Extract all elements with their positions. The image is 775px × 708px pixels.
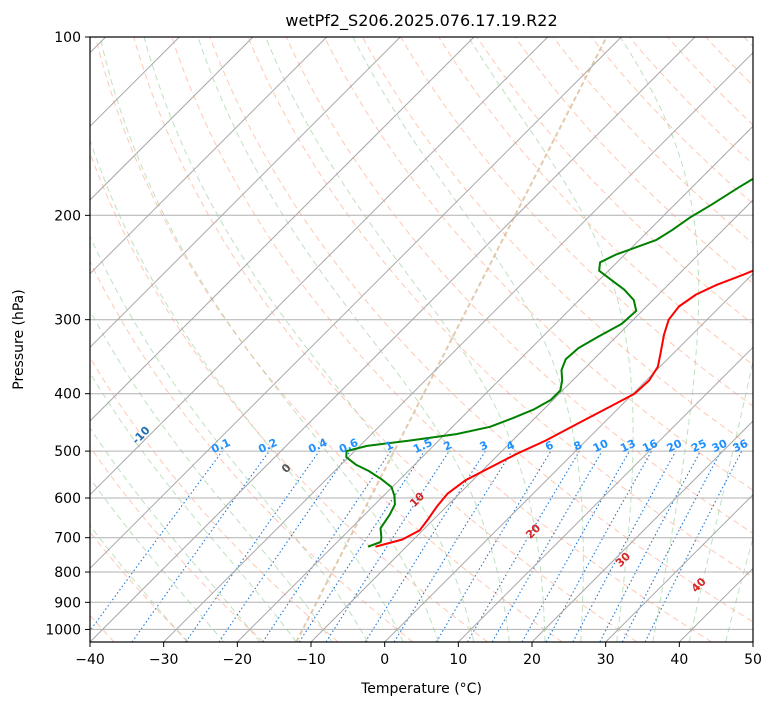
moist-adiabat-line (90, 235, 369, 642)
isotherm-line (457, 346, 753, 642)
moist-adiabats (90, 37, 753, 642)
mixing-ratio-label: 30 (710, 437, 730, 455)
dry-adiabat-line (514, 37, 753, 285)
mixing-ratio-line (185, 450, 320, 642)
pressure-gridlines (90, 37, 753, 630)
dry-adiabat-line (90, 260, 414, 642)
mixing-ratio-line (131, 450, 270, 642)
moist-adiabat-line (90, 477, 225, 642)
isotherm-line (90, 37, 622, 570)
y-tick-label: 700 (54, 531, 81, 547)
dry-adiabat-line (476, 37, 753, 325)
dry-adiabat-line (171, 37, 712, 642)
mixing-ratio-line (572, 450, 677, 642)
dry-adiabat-line (133, 37, 638, 642)
x-tick-label: −20 (223, 652, 253, 668)
y-tick-label: 100 (54, 30, 81, 46)
moist-adiabat-line (352, 37, 584, 642)
mixing-ratio-line (644, 450, 743, 642)
dry-adiabat-line (95, 37, 563, 642)
mixing-ratio-lines (90, 450, 743, 642)
plot-frame (89, 36, 754, 643)
y-tick-label: 300 (54, 313, 81, 329)
y-axis-label: Pressure (hPa) (11, 289, 27, 389)
sounding-profiles (345, 177, 753, 548)
moist-adiabat-line (688, 358, 753, 642)
y-tick-label: 800 (54, 565, 81, 581)
mixing-ratio-line (218, 450, 351, 642)
mixing-ratio-label: 10 (591, 437, 611, 455)
x-tick-label: −40 (75, 652, 105, 668)
isotherm-line (90, 37, 328, 275)
isotherms (90, 37, 753, 642)
isotherm-line (90, 37, 401, 349)
mixing-ratio-label: 13 (618, 437, 637, 455)
isotherm-line (90, 37, 696, 642)
dry-adiabat-line (90, 356, 339, 642)
x-tick-label: −30 (149, 652, 179, 668)
mixing-ratio-line (545, 450, 653, 642)
isotherm-line (163, 51, 753, 642)
dewpoint-profile (345, 177, 753, 548)
temperature-profile (375, 269, 753, 548)
x-tick-label: 10 (449, 652, 467, 668)
moist-adiabat-line (90, 309, 333, 642)
isotherm-line (531, 420, 753, 642)
mixing-ratio-label: 36 (731, 437, 751, 455)
moist-adiabat-line (725, 536, 753, 642)
moist-adiabat-line (90, 524, 188, 642)
chart-title: wetPf2_S206.2025.076.17.19.R22 (285, 11, 557, 31)
isotherm-line (90, 37, 475, 422)
y-tick-label: 1000 (45, 622, 81, 638)
moist-adiabat-line (90, 427, 261, 642)
moist-adiabat-line (90, 371, 297, 642)
mixing-ratio-label: 25 (689, 437, 708, 455)
isotherm-line (90, 37, 254, 201)
x-tick-label: 30 (597, 652, 615, 668)
x-tick-label: 40 (670, 652, 688, 668)
moist-adiabat-line (143, 37, 475, 642)
y-tick-label: 200 (54, 208, 81, 224)
moist-adiabat-line (99, 37, 439, 642)
mixing-ratio-line (325, 450, 450, 642)
moist-adiabat-line (90, 138, 404, 642)
mixing-ratio-label: 16 (640, 437, 660, 455)
y-tick-label: 900 (54, 595, 81, 611)
isotherm-line (605, 493, 753, 642)
mixing-ratio-line (393, 450, 513, 642)
mixing-ratio-label: 20 (665, 437, 685, 455)
dry-adiabats (90, 37, 753, 642)
x-tick-label: 20 (523, 652, 541, 668)
dry-adiabat-line (323, 37, 753, 491)
isotherm-line (90, 37, 549, 496)
plot-area: 0.10.20.40.611.52346810131620253036-100-… (90, 37, 753, 642)
y-tick-label: 600 (54, 491, 81, 507)
reference-line-labels: 0.10.20.40.611.52346810131620253036-100-… (129, 424, 751, 596)
mixing-ratio-line (521, 450, 630, 642)
moist-adiabat-line (265, 37, 546, 642)
moist-adiabat-line (619, 37, 700, 642)
dry-adiabat-line (247, 37, 753, 578)
isotherm-line (310, 199, 753, 642)
x-tick-label: 0 (380, 652, 389, 668)
x-tick-label: 50 (744, 652, 762, 668)
moist-adiabat-line (197, 37, 510, 642)
isotherm-line (384, 272, 753, 642)
x-tick-label: −10 (296, 652, 326, 668)
y-tick-label: 500 (54, 444, 81, 460)
y-tick-label: 400 (54, 387, 81, 403)
dry-adiabat-line (285, 37, 753, 534)
mixing-ratio-line (298, 450, 425, 642)
dry-adiabat-line (209, 37, 753, 623)
isotherm-line (236, 125, 753, 642)
mixing-ratio-line (90, 450, 223, 632)
mixing-ratio-line (262, 450, 392, 642)
dry-adiabat-line (90, 445, 264, 642)
axis-ticks: −40 −30 −20 −10 0 10 20 30 40 50 1000 900 800 700 600 5… (45, 30, 762, 668)
x-axis-label: Temperature (°C) (360, 681, 482, 697)
